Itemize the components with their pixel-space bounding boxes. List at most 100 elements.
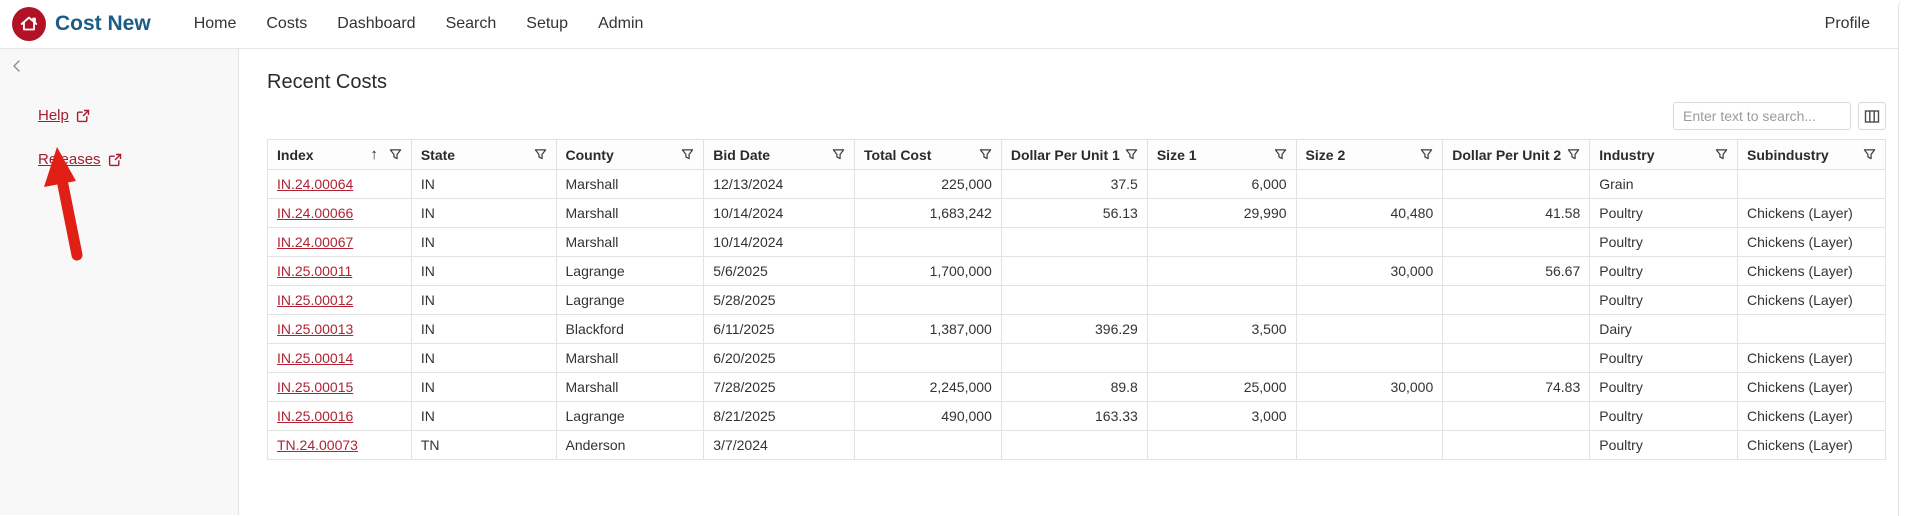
cell-size-1 [1146,227,1297,257]
nav-item-costs[interactable]: Costs [266,15,308,32]
nav-item-dashboard[interactable]: Dashboard [337,15,416,32]
filter-icon[interactable] [1567,148,1580,161]
filter-icon[interactable] [979,148,992,161]
cell-bid-date: 6/20/2025 [703,343,856,373]
filter-icon[interactable] [1274,148,1287,161]
cell-subindustry: Chickens (Layer) [1737,372,1886,402]
index-link[interactable]: IN.24.00066 [277,205,354,221]
column-header-state[interactable]: State [410,139,557,170]
cell-state: TN [410,430,557,460]
column-header-dollar-per-unit-2[interactable]: Dollar Per Unit 2 [1442,139,1591,170]
column-label: State [420,146,456,163]
cell-state: IN [410,227,557,257]
nav-item-setup[interactable]: Setup [526,15,569,32]
index-link[interactable]: TN.24.00073 [277,437,358,453]
column-header-subindustry[interactable]: Subindustry [1737,139,1886,170]
cell-size-2: 30,000 [1295,372,1444,402]
filter-icon[interactable] [832,148,845,161]
index-link[interactable]: IN.25.00012 [277,292,354,308]
cell-total-cost: 225,000 [854,169,1002,199]
column-header-size-2[interactable]: Size 2 [1295,139,1444,170]
cell-size-2: 30,000 [1295,256,1444,286]
sidebar-link-help[interactable]: Help [38,107,90,124]
cell-dollar-per-unit-2: 56.67 [1442,256,1591,286]
filter-icon[interactable] [1125,148,1138,161]
cell-index: IN.24.00064 [267,169,412,199]
cell-total-cost: 490,000 [854,401,1002,431]
cell-total-cost [854,430,1002,460]
app-title: Cost New [55,12,151,35]
filter-icon[interactable] [1420,148,1433,161]
nav-item-admin[interactable]: Admin [598,15,644,32]
cell-subindustry: Chickens (Layer) [1737,198,1886,228]
cell-dollar-per-unit-1 [1000,256,1148,286]
cell-industry: Poultry [1589,198,1739,228]
column-header-total-cost[interactable]: Total Cost [854,139,1002,170]
cell-index: IN.25.00011 [267,256,412,286]
cell-size-2 [1295,401,1444,431]
profile-menu[interactable]: Profile [1824,15,1870,32]
cell-state: IN [410,372,557,402]
cell-county: Marshall [555,372,705,402]
index-link[interactable]: IN.25.00011 [277,263,353,279]
cell-dollar-per-unit-2 [1442,285,1591,315]
cell-bid-date: 6/11/2025 [703,314,856,344]
sidebar-collapse-button[interactable] [10,59,24,73]
table-row: IN.25.00012 IN Lagrange 5/28/2025 Poultry Chi… [267,285,1886,315]
filter-icon[interactable] [1863,148,1876,161]
cell-industry: Poultry [1589,343,1739,373]
index-link[interactable]: IN.24.00067 [277,234,354,250]
cell-index: IN.24.00066 [267,198,412,228]
cell-total-cost: 1,700,000 [854,256,1002,286]
cell-total-cost: 2,245,000 [854,372,1002,402]
filter-icon[interactable] [389,148,402,161]
page-layout: Help Releases Recent Costs [0,49,1914,515]
index-link[interactable]: IN.24.00064 [277,176,354,192]
cell-industry: Poultry [1589,256,1739,286]
scrollbar-track[interactable] [1898,0,1914,516]
cell-state: IN [410,198,557,228]
nav-item-home[interactable]: Home [193,15,237,32]
column-header-bid-date[interactable]: Bid Date [703,139,856,170]
cell-county: Marshall [555,343,705,373]
column-header-index[interactable]: Index ↑ [267,139,412,170]
cell-size-1: 3,500 [1146,314,1297,344]
cell-dollar-per-unit-2 [1442,169,1591,199]
column-header-industry[interactable]: Industry [1589,139,1739,170]
filter-icon[interactable] [1715,148,1728,161]
cell-subindustry [1737,169,1886,199]
cell-dollar-per-unit-1: 89.8 [1000,372,1148,402]
nav-item-search[interactable]: Search [445,15,497,32]
column-header-size-1[interactable]: Size 1 [1146,139,1297,170]
cell-size-2 [1295,169,1444,199]
sidebar: Help Releases [0,49,239,515]
column-label: County [565,146,614,163]
filter-icon[interactable] [534,148,547,161]
cell-size-1 [1146,285,1297,315]
cell-bid-date: 7/28/2025 [703,372,856,402]
cell-bid-date: 8/21/2025 [703,401,856,431]
cell-dollar-per-unit-1 [1000,430,1148,460]
cell-industry: Poultry [1589,401,1739,431]
cell-subindustry: Chickens (Layer) [1737,256,1886,286]
column-header-county[interactable]: County [555,139,705,170]
index-link[interactable]: IN.25.00016 [277,408,354,424]
index-link[interactable]: IN.25.00014 [277,350,354,366]
filter-icon[interactable] [681,148,694,161]
cell-total-cost: 1,387,000 [854,314,1002,344]
cell-index: IN.25.00013 [267,314,412,344]
cell-dollar-per-unit-2 [1442,227,1591,257]
cell-size-2 [1295,285,1444,315]
index-link[interactable]: IN.25.00013 [277,321,354,337]
table-row: IN.25.00016 IN Lagrange 8/21/2025 490,000 163… [267,401,1886,431]
index-link[interactable]: IN.25.00015 [277,379,354,395]
search-input[interactable] [1673,102,1851,130]
cell-industry: Dairy [1589,314,1739,344]
cell-index: IN.25.00015 [267,372,412,402]
cell-dollar-per-unit-1 [1000,227,1148,257]
cell-industry: Poultry [1589,285,1739,315]
table-row: IN.24.00066 IN Marshall 10/14/2024 1,683,242… [267,198,1886,228]
column-header-dollar-per-unit-1[interactable]: Dollar Per Unit 1 [1000,139,1148,170]
column-chooser-button[interactable] [1858,102,1886,130]
cell-dollar-per-unit-2 [1442,314,1591,344]
